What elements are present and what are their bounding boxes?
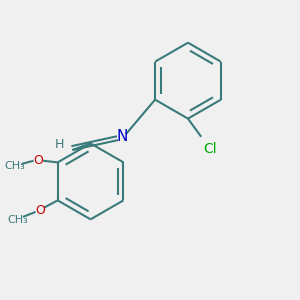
Text: N: N bbox=[116, 129, 128, 144]
Text: O: O bbox=[35, 204, 45, 217]
Text: O: O bbox=[34, 154, 44, 167]
Text: H: H bbox=[55, 138, 64, 151]
Text: CH₃: CH₃ bbox=[7, 215, 28, 225]
Text: Cl: Cl bbox=[203, 142, 217, 156]
Text: CH₃: CH₃ bbox=[4, 161, 25, 171]
